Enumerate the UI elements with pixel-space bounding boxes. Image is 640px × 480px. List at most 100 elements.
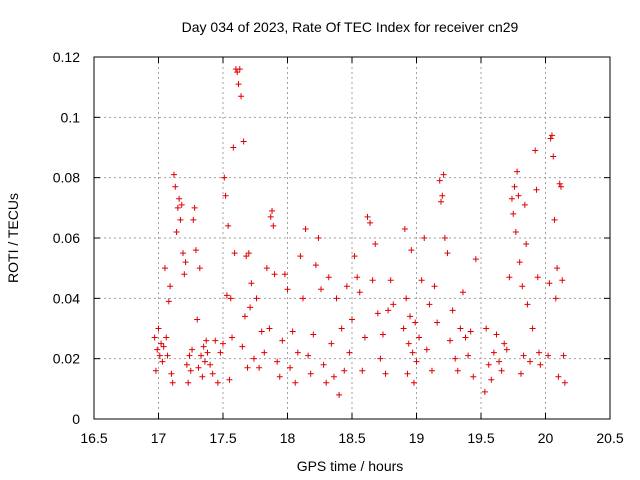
data-point xyxy=(390,301,397,308)
data-point xyxy=(203,337,210,344)
data-point xyxy=(247,304,254,311)
y-tick-label: 0.04 xyxy=(53,290,80,306)
x-tick-label: 16.5 xyxy=(80,430,107,446)
data-point xyxy=(413,358,420,365)
data-point xyxy=(341,367,348,374)
data-point xyxy=(270,222,277,229)
data-point xyxy=(503,346,510,353)
data-point xyxy=(412,319,419,326)
data-point xyxy=(181,271,188,278)
x-tick-label: 19 xyxy=(409,430,425,446)
data-point xyxy=(520,352,527,359)
data-point xyxy=(467,328,474,335)
data-point xyxy=(161,265,168,272)
data-point xyxy=(191,204,198,211)
data-point xyxy=(421,235,428,241)
data-point xyxy=(556,180,563,187)
data-point xyxy=(261,349,268,356)
data-point xyxy=(436,177,443,184)
data-point xyxy=(452,355,459,362)
data-point xyxy=(508,195,515,202)
data-point xyxy=(488,376,495,383)
data-point xyxy=(372,241,379,248)
data-point xyxy=(465,352,472,359)
data-point xyxy=(182,259,189,266)
data-point xyxy=(551,216,558,223)
data-point xyxy=(279,337,286,344)
data-point xyxy=(330,373,337,380)
data-point xyxy=(462,334,469,341)
data-point xyxy=(307,370,314,377)
data-point xyxy=(151,334,158,341)
data-point xyxy=(214,379,221,386)
data-point xyxy=(404,370,411,377)
data-point xyxy=(561,379,568,386)
data-point xyxy=(180,250,187,257)
data-point xyxy=(401,225,408,232)
axis-ticks: 16.5 17 17.5 18 18.5 19 19.5 20 20.5 0 0.02 0.04 0.0… xyxy=(53,49,624,446)
data-point xyxy=(297,253,304,260)
data-point xyxy=(172,183,179,190)
data-point xyxy=(431,283,438,290)
data-point xyxy=(454,367,461,374)
x-tick-label: 19.5 xyxy=(467,430,494,446)
data-point xyxy=(333,295,340,302)
data-point xyxy=(364,213,371,220)
data-point xyxy=(449,307,456,314)
data-point xyxy=(379,331,386,338)
data-point xyxy=(537,361,544,368)
data-point xyxy=(524,301,531,308)
data-point xyxy=(284,286,291,293)
data-point xyxy=(269,207,276,214)
data-point xyxy=(234,69,241,76)
x-tick-label: 18.5 xyxy=(338,430,365,446)
data-point xyxy=(440,171,447,178)
data-point xyxy=(547,135,554,142)
data-point xyxy=(496,358,503,365)
data-point xyxy=(374,310,381,317)
x-tick-label: 20.5 xyxy=(596,430,623,446)
data-point xyxy=(385,307,392,314)
data-point xyxy=(266,325,273,332)
data-point xyxy=(169,379,176,386)
data-point xyxy=(190,216,197,223)
data-point xyxy=(209,370,216,377)
data-point xyxy=(165,298,172,305)
data-point xyxy=(532,147,539,154)
chart-title: Day 034 of 2023, Rate Of TEC Index for r… xyxy=(182,19,519,35)
data-point xyxy=(310,331,317,338)
x-tick-label: 17.5 xyxy=(209,430,236,446)
y-tick-label: 0.1 xyxy=(61,109,81,125)
data-point xyxy=(377,355,384,362)
x-tick-label: 17 xyxy=(151,430,167,446)
data-point xyxy=(511,183,518,190)
data-point xyxy=(164,352,171,359)
data-point xyxy=(534,274,541,281)
data-point xyxy=(223,292,230,299)
data-point xyxy=(328,340,335,347)
data-point xyxy=(287,364,294,371)
data-point xyxy=(220,340,226,347)
data-point xyxy=(408,247,415,254)
data-point xyxy=(155,325,162,332)
data-point xyxy=(274,358,281,365)
data-point xyxy=(441,235,448,241)
data-point xyxy=(243,253,250,260)
data-point xyxy=(183,361,190,368)
data-point xyxy=(409,349,416,356)
data-point xyxy=(236,66,243,73)
data-point xyxy=(527,358,534,365)
data-point xyxy=(418,277,425,284)
data-point xyxy=(444,250,451,257)
data-point xyxy=(514,168,521,175)
data-point xyxy=(506,274,513,281)
data-point xyxy=(194,316,201,323)
data-point xyxy=(178,201,185,208)
data-point xyxy=(555,373,562,380)
data-point xyxy=(160,343,167,350)
data-point xyxy=(250,355,257,362)
data-point xyxy=(369,277,376,284)
data-point xyxy=(428,367,435,374)
data-point xyxy=(158,340,165,347)
data-point xyxy=(315,235,322,241)
